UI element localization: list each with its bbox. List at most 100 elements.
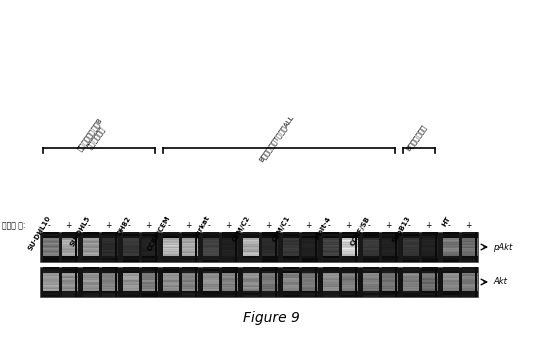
- Text: -: -: [48, 222, 51, 230]
- Bar: [222, 242, 237, 244]
- Bar: [83, 295, 98, 297]
- Bar: [282, 236, 299, 238]
- Bar: [222, 276, 237, 279]
- Bar: [61, 254, 78, 256]
- Bar: [243, 253, 258, 256]
- Bar: [123, 291, 138, 293]
- Bar: [402, 284, 419, 286]
- Bar: [61, 238, 78, 241]
- Bar: [123, 282, 138, 284]
- Bar: [181, 283, 198, 285]
- Bar: [301, 283, 318, 285]
- Bar: [301, 238, 318, 240]
- Bar: [203, 252, 218, 254]
- Bar: [203, 254, 218, 256]
- Bar: [181, 238, 198, 240]
- Bar: [443, 276, 458, 279]
- Bar: [342, 282, 357, 284]
- Bar: [342, 250, 357, 252]
- Bar: [382, 238, 397, 240]
- Bar: [243, 278, 258, 280]
- Bar: [443, 240, 458, 242]
- Bar: [194, 232, 197, 262]
- Bar: [83, 245, 98, 247]
- Bar: [123, 250, 138, 252]
- Bar: [443, 244, 458, 246]
- Text: -: -: [248, 222, 251, 230]
- Bar: [402, 293, 419, 295]
- Bar: [323, 254, 338, 256]
- Bar: [363, 281, 378, 283]
- Bar: [262, 258, 277, 260]
- Bar: [203, 277, 218, 279]
- Bar: [61, 277, 78, 279]
- Bar: [123, 244, 138, 246]
- Bar: [203, 289, 218, 291]
- Bar: [382, 258, 397, 260]
- Bar: [102, 236, 117, 238]
- Bar: [301, 245, 318, 247]
- Bar: [181, 232, 198, 234]
- Bar: [402, 289, 419, 291]
- Bar: [382, 248, 397, 250]
- Bar: [142, 277, 157, 279]
- Bar: [102, 295, 117, 297]
- Bar: [402, 256, 419, 258]
- Bar: [282, 271, 299, 273]
- Bar: [243, 282, 258, 284]
- Bar: [61, 271, 78, 273]
- Bar: [323, 244, 338, 246]
- Bar: [181, 234, 198, 236]
- Bar: [142, 275, 157, 277]
- Bar: [222, 245, 237, 247]
- Text: -: -: [448, 222, 451, 230]
- Bar: [363, 256, 378, 258]
- Bar: [123, 260, 138, 262]
- Bar: [243, 273, 258, 275]
- Bar: [42, 252, 59, 254]
- Bar: [301, 275, 318, 277]
- Bar: [102, 260, 117, 262]
- Bar: [142, 278, 157, 280]
- Bar: [42, 285, 59, 287]
- Bar: [382, 252, 397, 254]
- Bar: [61, 285, 78, 287]
- Bar: [123, 273, 138, 275]
- Bar: [162, 283, 179, 285]
- Bar: [421, 236, 438, 238]
- Bar: [421, 283, 438, 285]
- Bar: [462, 271, 477, 273]
- Text: SU-DHL5: SU-DHL5: [70, 215, 92, 247]
- Bar: [42, 236, 59, 238]
- Bar: [123, 252, 138, 254]
- Bar: [123, 246, 138, 248]
- Bar: [262, 245, 277, 247]
- Bar: [181, 293, 198, 295]
- Bar: [262, 240, 277, 242]
- Bar: [83, 273, 98, 275]
- Bar: [83, 284, 98, 286]
- Bar: [382, 273, 397, 275]
- Bar: [402, 278, 419, 280]
- Bar: [402, 277, 419, 279]
- Bar: [342, 243, 357, 246]
- Bar: [342, 238, 357, 240]
- Bar: [363, 240, 378, 242]
- Bar: [282, 293, 299, 295]
- Bar: [142, 238, 157, 241]
- Bar: [42, 244, 59, 246]
- Bar: [243, 238, 258, 241]
- Bar: [102, 245, 117, 247]
- Bar: [342, 276, 357, 279]
- Bar: [262, 240, 277, 242]
- Bar: [262, 267, 277, 269]
- Bar: [323, 276, 338, 279]
- Bar: [142, 280, 157, 282]
- Bar: [181, 250, 198, 252]
- Bar: [443, 287, 458, 289]
- Bar: [421, 287, 438, 289]
- Bar: [181, 285, 198, 288]
- Bar: [61, 248, 78, 250]
- Bar: [243, 269, 258, 271]
- Bar: [181, 250, 198, 252]
